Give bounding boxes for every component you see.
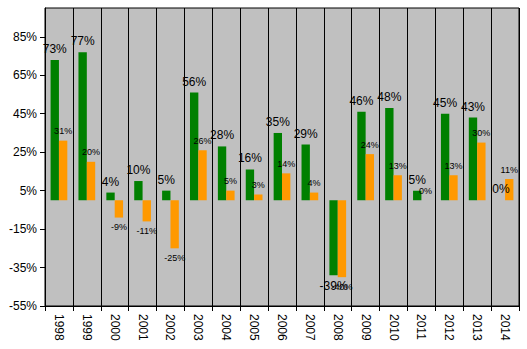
svg-text:16%: 16%	[238, 151, 262, 165]
svg-text:56%: 56%	[182, 75, 206, 89]
svg-text:2014: 2014	[498, 314, 512, 341]
svg-text:4%: 4%	[308, 178, 321, 188]
svg-text:11%: 11%	[501, 165, 518, 175]
svg-text:-15%: -15%	[9, 222, 37, 236]
svg-text:20%: 20%	[82, 147, 100, 157]
svg-text:10%: 10%	[126, 163, 150, 177]
svg-text:2004: 2004	[219, 314, 233, 341]
svg-text:2013: 2013	[470, 314, 484, 341]
svg-text:28%: 28%	[210, 128, 234, 142]
svg-text:3%: 3%	[252, 180, 265, 190]
svg-text:46%: 46%	[349, 94, 373, 108]
svg-text:-35%: -35%	[9, 261, 37, 275]
svg-text:-11%: -11%	[137, 226, 157, 236]
svg-text:13%: 13%	[389, 161, 407, 171]
svg-text:2002: 2002	[163, 314, 177, 341]
svg-text:2003: 2003	[191, 314, 205, 341]
svg-text:43%: 43%	[461, 100, 485, 114]
svg-text:2008: 2008	[331, 314, 345, 341]
svg-text:5%: 5%	[20, 184, 38, 198]
svg-text:-40%: -40%	[331, 282, 352, 292]
svg-text:5%: 5%	[409, 173, 427, 187]
svg-text:77%: 77%	[71, 34, 95, 48]
svg-text:-25%: -25%	[164, 253, 185, 263]
svg-text:2011: 2011	[414, 314, 428, 340]
svg-text:-9%: -9%	[111, 222, 127, 232]
svg-text:0%: 0%	[419, 186, 432, 196]
svg-text:5%: 5%	[158, 173, 176, 187]
svg-text:2001: 2001	[136, 314, 150, 341]
svg-text:2005: 2005	[247, 314, 261, 341]
svg-text:2009: 2009	[359, 314, 373, 341]
svg-text:73%: 73%	[43, 42, 67, 56]
svg-text:30%: 30%	[472, 128, 490, 138]
svg-text:65%: 65%	[13, 68, 37, 82]
svg-text:-55%: -55%	[9, 299, 37, 313]
svg-text:45%: 45%	[433, 96, 457, 110]
svg-text:24%: 24%	[361, 140, 379, 150]
svg-text:45%: 45%	[13, 107, 37, 121]
svg-text:35%: 35%	[266, 115, 290, 129]
svg-text:0%: 0%	[492, 182, 510, 196]
svg-text:2012: 2012	[442, 314, 456, 341]
svg-text:25%: 25%	[13, 145, 37, 159]
svg-text:2007: 2007	[303, 314, 317, 341]
svg-text:2000: 2000	[108, 314, 122, 341]
svg-text:14%: 14%	[277, 159, 295, 169]
svg-text:48%: 48%	[377, 90, 401, 104]
svg-text:2010: 2010	[387, 314, 401, 341]
svg-text:5%: 5%	[224, 176, 237, 186]
svg-text:4%: 4%	[102, 175, 120, 189]
svg-text:85%: 85%	[13, 30, 37, 44]
svg-text:26%: 26%	[194, 136, 212, 146]
svg-text:2006: 2006	[275, 314, 289, 341]
svg-text:31%: 31%	[54, 126, 72, 136]
svg-text:13%: 13%	[444, 161, 462, 171]
svg-text:1998: 1998	[52, 314, 66, 341]
svg-text:29%: 29%	[294, 127, 318, 141]
svg-text:1999: 1999	[80, 314, 94, 341]
